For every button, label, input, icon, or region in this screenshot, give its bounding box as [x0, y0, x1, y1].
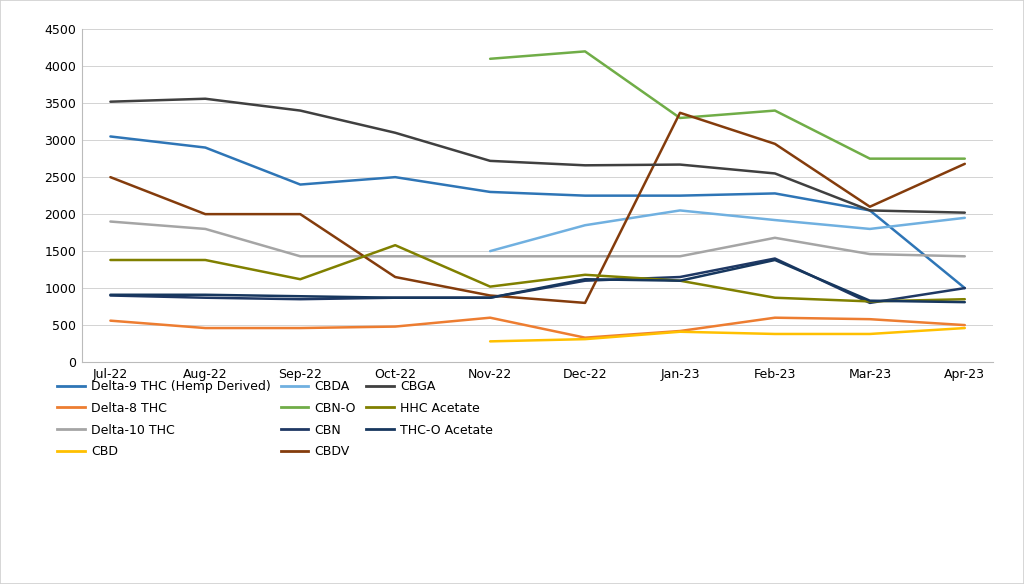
Legend: Delta-9 THC (Hemp Derived), Delta-8 THC, Delta-10 THC, CBD, CBDA, CBN-O, CBN, CB: Delta-9 THC (Hemp Derived), Delta-8 THC,… — [57, 380, 493, 458]
